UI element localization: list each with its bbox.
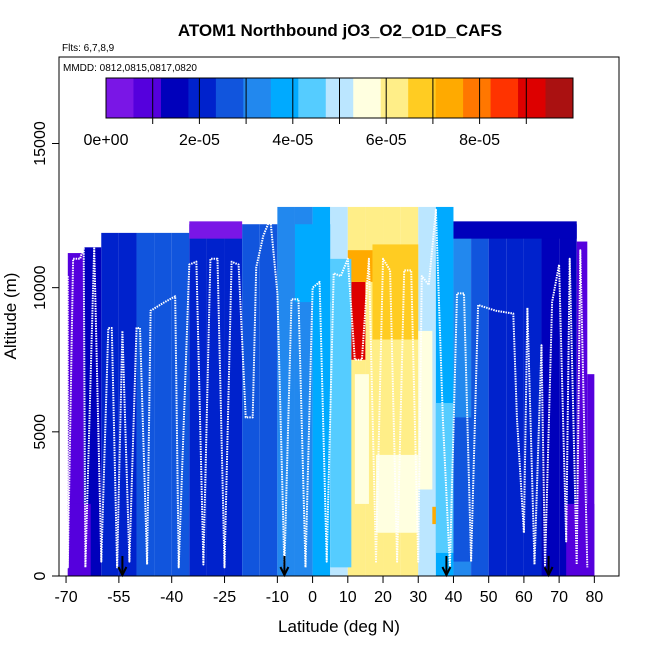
x-tick-label: -40 — [160, 589, 183, 606]
colorbar-segment-1 — [133, 78, 162, 118]
y-axis-label: Altitude (m) — [1, 273, 20, 360]
flight-marker-0 — [117, 556, 128, 578]
heatmap-patch-10 — [294, 224, 331, 303]
y-tick-label: 10000 — [32, 265, 49, 310]
flight-track — [66, 208, 589, 569]
heatmap-patch-1 — [347, 250, 376, 282]
colorbar-segment-14 — [490, 78, 519, 118]
colorbar-segment-11 — [408, 78, 437, 118]
heatmap-column-0 — [67, 253, 84, 577]
x-tick-label: -10 — [266, 589, 289, 606]
heatmap-column-9 — [224, 224, 243, 576]
plot-region — [66, 206, 595, 578]
heatmap-column-28 — [559, 224, 577, 576]
y-tick-label: 0 — [32, 571, 49, 580]
colorbar-tick-label: 6e-05 — [366, 132, 407, 149]
heatmap-column-25 — [506, 224, 524, 576]
y-tick-label: 15000 — [32, 121, 49, 166]
flight-markers — [117, 556, 554, 578]
heatmap-patch-2 — [372, 244, 419, 340]
colorbar-tick-label: 0e+00 — [84, 132, 129, 149]
x-tick-label: 50 — [480, 589, 498, 606]
y-tick-label: 5000 — [32, 414, 49, 450]
colorbar-segment-12 — [435, 78, 464, 118]
heatmap-patch-8 — [330, 258, 352, 568]
x-tick-label: 20 — [374, 589, 392, 606]
heatmap-patch-4 — [354, 374, 369, 504]
x-tick-label: 30 — [409, 589, 427, 606]
colorbar-segment-7 — [298, 78, 327, 118]
colorbar-tick-label: 8e-05 — [459, 132, 500, 149]
x-axis-label: Latitude (deg N) — [278, 617, 400, 636]
x-tick-label: -70 — [54, 589, 77, 606]
heatmap-column-8 — [206, 224, 225, 576]
x-tick-label: -25 — [213, 589, 236, 606]
colorbar-segment-13 — [463, 78, 492, 118]
colorbar: 0e+00 2e-05 4e-05 6e-05 8e-05 — [84, 77, 574, 149]
heatmap-column-29 — [576, 241, 588, 577]
heatmap-patch-12 — [67, 503, 91, 576]
colorbar-segment-6 — [270, 78, 299, 118]
colorbar-segment-2 — [160, 78, 189, 118]
heatmap-column-7 — [189, 224, 207, 576]
x-tick-label: 40 — [445, 589, 463, 606]
heatmap-column-11 — [259, 224, 278, 576]
heatmap-patch-11 — [453, 417, 479, 562]
chart-dates-label: MMDD: 0812,0815,0817,0820 — [63, 63, 197, 74]
heatmap-column-10 — [242, 224, 260, 576]
heatmap-column-2 — [101, 232, 119, 576]
colorbar-segment-4 — [215, 78, 244, 118]
colorbar-segment-10 — [380, 78, 409, 118]
chart-title: ATOM1 Northbound jO3_O2_O1D_CAFS — [178, 21, 502, 40]
heatmap-patch-15 — [453, 221, 577, 239]
flight-marker-2 — [441, 556, 452, 578]
colorbar-segment-16 — [545, 78, 574, 118]
x-tick-label: 10 — [339, 589, 357, 606]
heatmap-column-5 — [154, 232, 172, 576]
x-tick-label: 0 — [308, 589, 317, 606]
colorbar-segment-5 — [243, 78, 272, 118]
heatmap-patch-5 — [375, 454, 419, 533]
colorbar-segment-9 — [353, 78, 382, 118]
x-axis: -70 -55 -40 -25 -10 0 10 20 30 40 50 60 70 80 — [54, 576, 603, 606]
colorbar-segment-0 — [106, 78, 134, 118]
x-tick-label: 70 — [550, 589, 568, 606]
heatmap-column-4 — [136, 232, 155, 576]
y-axis: 0 5000 10000 15000 — [32, 121, 59, 580]
x-tick-label: 60 — [515, 589, 533, 606]
heatmap-patch-7 — [432, 506, 438, 525]
heatmap-patch-0 — [351, 281, 366, 360]
colorbar-tick-label: 2e-05 — [179, 132, 220, 149]
colorbar-segment-15 — [518, 78, 547, 118]
heatmap-column-30 — [587, 374, 595, 576]
chart-flights-label: Flts: 6,7,8,9 — [62, 43, 115, 54]
heatmap-patch-14 — [189, 221, 243, 239]
flight-marker-3 — [543, 556, 554, 578]
flight-track-line — [66, 208, 589, 569]
colorbar-segment-3 — [188, 78, 217, 118]
heatmap-column-3 — [118, 232, 137, 576]
flight-marker-1 — [279, 556, 290, 578]
heatmap-patch-6 — [418, 330, 433, 490]
x-tick-label: -55 — [107, 589, 130, 606]
x-tick-label: 80 — [585, 589, 603, 606]
heatmap-patch-13 — [566, 503, 595, 576]
colorbar-tick-label: 4e-05 — [272, 132, 313, 149]
heatmap-column-24 — [488, 224, 507, 576]
plot-frame — [58, 56, 620, 577]
